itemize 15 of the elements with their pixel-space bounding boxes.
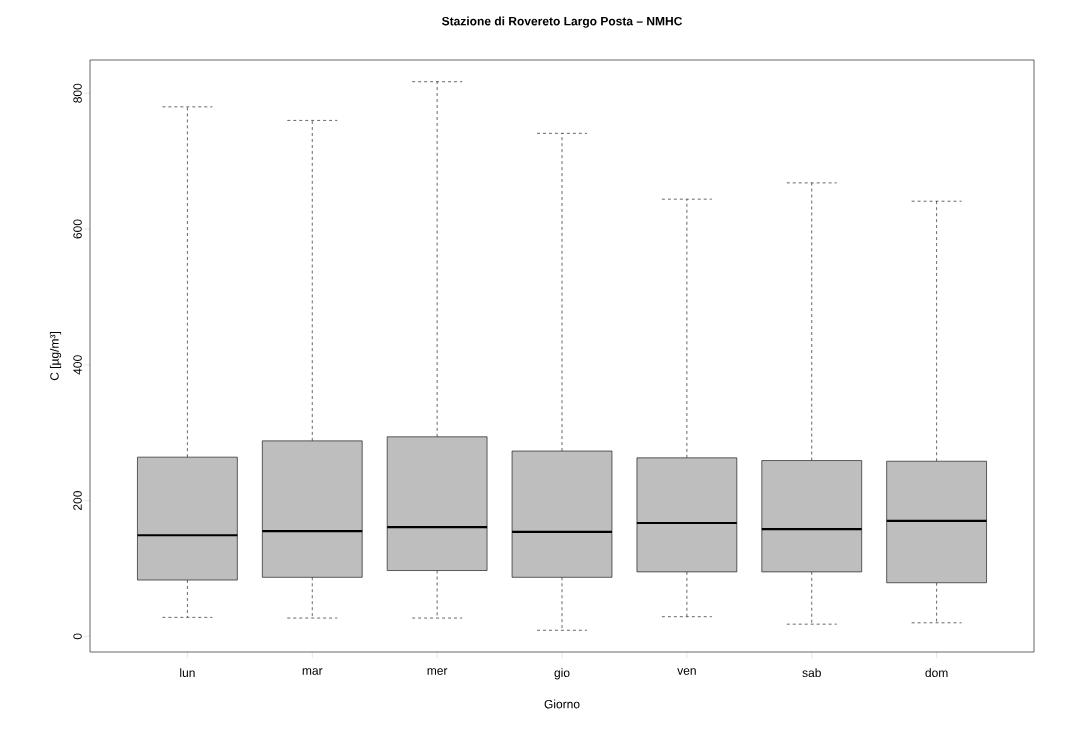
y-tick-label: 800: [73, 83, 82, 103]
x-axis-title: Giorno: [544, 699, 580, 709]
x-tick-label: gio: [554, 668, 570, 680]
x-tick-label: dom: [925, 668, 948, 678]
y-axis-title: C [µg/m³]: [49, 332, 62, 381]
chart-title: Stazione di Rovereto Largo Posta – NMHC: [442, 16, 683, 28]
x-tick-label: lun: [180, 668, 195, 678]
x-tick-label: ven: [677, 668, 696, 675]
x-tick-label: mer: [427, 668, 448, 675]
y-tick-label: 600: [73, 219, 82, 239]
x-tick-label: mar: [302, 668, 323, 675]
y-tick-label: 200: [73, 491, 82, 510]
y-tick-label: 400: [73, 355, 82, 375]
y-tick-label: 0: [73, 633, 82, 640]
x-tick-label: sab: [802, 668, 821, 678]
